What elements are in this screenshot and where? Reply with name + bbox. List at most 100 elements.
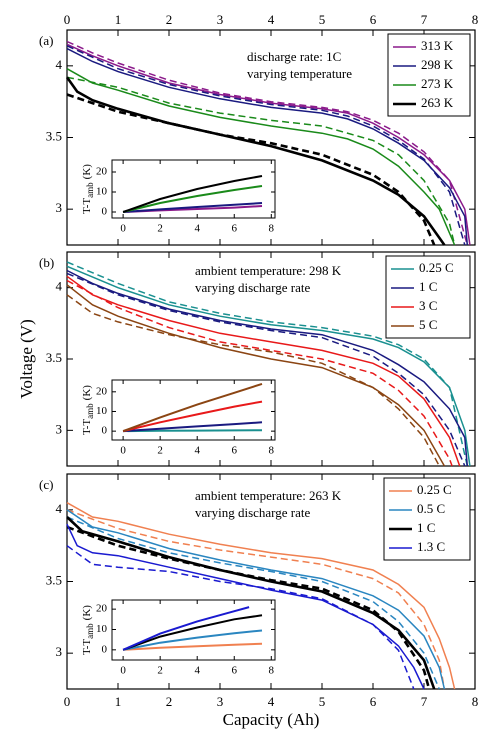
x-axis-label: Capacity (Ah) — [223, 710, 320, 729]
x-tick-label: 8 — [472, 12, 479, 27]
annotation: varying discharge rate — [195, 280, 310, 295]
y-tick-label: 3 — [56, 421, 63, 436]
legend-label: 0.25 C — [417, 482, 452, 497]
model-line — [66, 509, 446, 690]
x-tick-label: 7 — [421, 12, 428, 27]
inset-line — [122, 614, 263, 651]
x-tick-label: 8 — [269, 445, 275, 457]
x-tick-label: 6 — [232, 223, 238, 235]
legend-label: 0.25 C — [419, 260, 454, 275]
x-tick-label: 3 — [217, 12, 224, 27]
inset-y-label-sub: amb — [85, 403, 95, 419]
x-tick-label: 2 — [157, 445, 163, 457]
data-line — [66, 502, 456, 690]
data-line — [66, 516, 436, 690]
y-tick-label: 0 — [102, 425, 108, 437]
inset-y-label-main: T-T — [81, 639, 93, 655]
panel-label: (c) — [39, 477, 53, 492]
x-tick-label: 0 — [120, 665, 126, 677]
model-line — [66, 93, 436, 246]
model-line — [66, 40, 469, 246]
model-line — [66, 279, 453, 467]
inset-line — [123, 202, 263, 213]
x-tick-label: 5 — [319, 694, 326, 709]
y-tick-label: 3.5 — [46, 350, 62, 365]
x-tick-label: 6 — [370, 12, 377, 27]
y-tick-label: 20 — [96, 166, 108, 178]
x-tick-label: 4 — [194, 445, 200, 457]
y-tick-label: 10 — [96, 405, 108, 417]
y-tick-label: 4 — [56, 501, 63, 516]
inset-y-label: T-Tamb (K) — [81, 385, 96, 435]
x-tick-label: 6 — [370, 694, 377, 709]
x-tick-label: 2 — [166, 12, 173, 27]
inset-line — [122, 382, 263, 433]
x-tick-label: 2 — [166, 694, 173, 709]
x-tick-label: 4 — [268, 12, 275, 27]
data-line — [65, 76, 446, 246]
data-line — [66, 47, 469, 246]
x-tick-label: 0 — [64, 694, 71, 709]
x-tick-label: 4 — [194, 223, 200, 235]
inset-y-label-unit: (K) — [81, 385, 93, 401]
y-tick-label: 20 — [96, 385, 108, 397]
x-tick-label: 0 — [120, 445, 126, 457]
x-tick-label: 0 — [64, 12, 71, 27]
y-tick-label: 10 — [96, 623, 108, 635]
inset-line — [122, 185, 263, 213]
panel-label: (b) — [39, 255, 54, 270]
legend-label: 273 K — [421, 76, 454, 91]
inset-line — [123, 421, 263, 433]
legend-label: 1 C — [419, 279, 437, 294]
y-tick-label: 3 — [56, 644, 63, 659]
data-line — [66, 523, 425, 690]
model-line — [66, 516, 440, 690]
x-tick-label: 1 — [115, 694, 122, 709]
data-line — [66, 68, 456, 246]
model-line — [66, 45, 466, 246]
y-tick-label: 4 — [56, 279, 63, 294]
legend-label: 298 K — [421, 57, 454, 72]
y-tick-label: 3.5 — [46, 572, 62, 587]
x-tick-label: 5 — [319, 12, 326, 27]
model-line — [66, 261, 469, 467]
inset-line — [122, 629, 263, 651]
legend-label: 1 C — [417, 520, 435, 535]
inset-y-label-main: T-T — [81, 198, 93, 214]
y-tick-label: 3.5 — [46, 128, 62, 143]
y-tick-label: 20 — [96, 603, 108, 615]
panel-label: (a) — [39, 33, 53, 48]
data-line — [66, 43, 471, 246]
legend-label: 3 C — [419, 298, 437, 313]
annotation: varying temperature — [247, 66, 352, 81]
data-line — [66, 284, 446, 467]
legend-label: 0.5 C — [417, 501, 445, 516]
data-line — [66, 269, 469, 467]
inset-line — [122, 400, 263, 433]
x-tick-label: 0 — [120, 223, 126, 235]
y-tick-label: 4 — [56, 57, 63, 72]
model-line — [66, 294, 440, 467]
inset-line — [123, 429, 263, 433]
annotation: varying discharge rate — [195, 505, 310, 520]
inset-y-label-main: T-T — [81, 419, 93, 435]
x-tick-label: 4 — [194, 665, 200, 677]
legend-label: 5 C — [419, 317, 437, 332]
annotation: ambient temperature: 263 K — [195, 488, 342, 503]
y-tick-label: 10 — [96, 186, 108, 198]
x-tick-label: 6 — [232, 665, 238, 677]
model-line — [66, 525, 431, 690]
x-tick-label: 6 — [232, 445, 238, 457]
data-line — [66, 265, 471, 467]
annotation: discharge rate: 1C — [247, 49, 341, 64]
x-tick-label: 2 — [157, 665, 163, 677]
data-line — [66, 509, 446, 690]
legend-label: 263 K — [421, 95, 454, 110]
x-tick-label: 1 — [115, 12, 122, 27]
inset-y-label-unit: (K) — [81, 605, 93, 621]
inset-y-label-sub: amb — [85, 182, 95, 198]
y-tick-label: 3 — [56, 200, 63, 215]
inset-y-label-sub: amb — [85, 623, 95, 639]
annotation: ambient temperature: 298 K — [195, 263, 342, 278]
